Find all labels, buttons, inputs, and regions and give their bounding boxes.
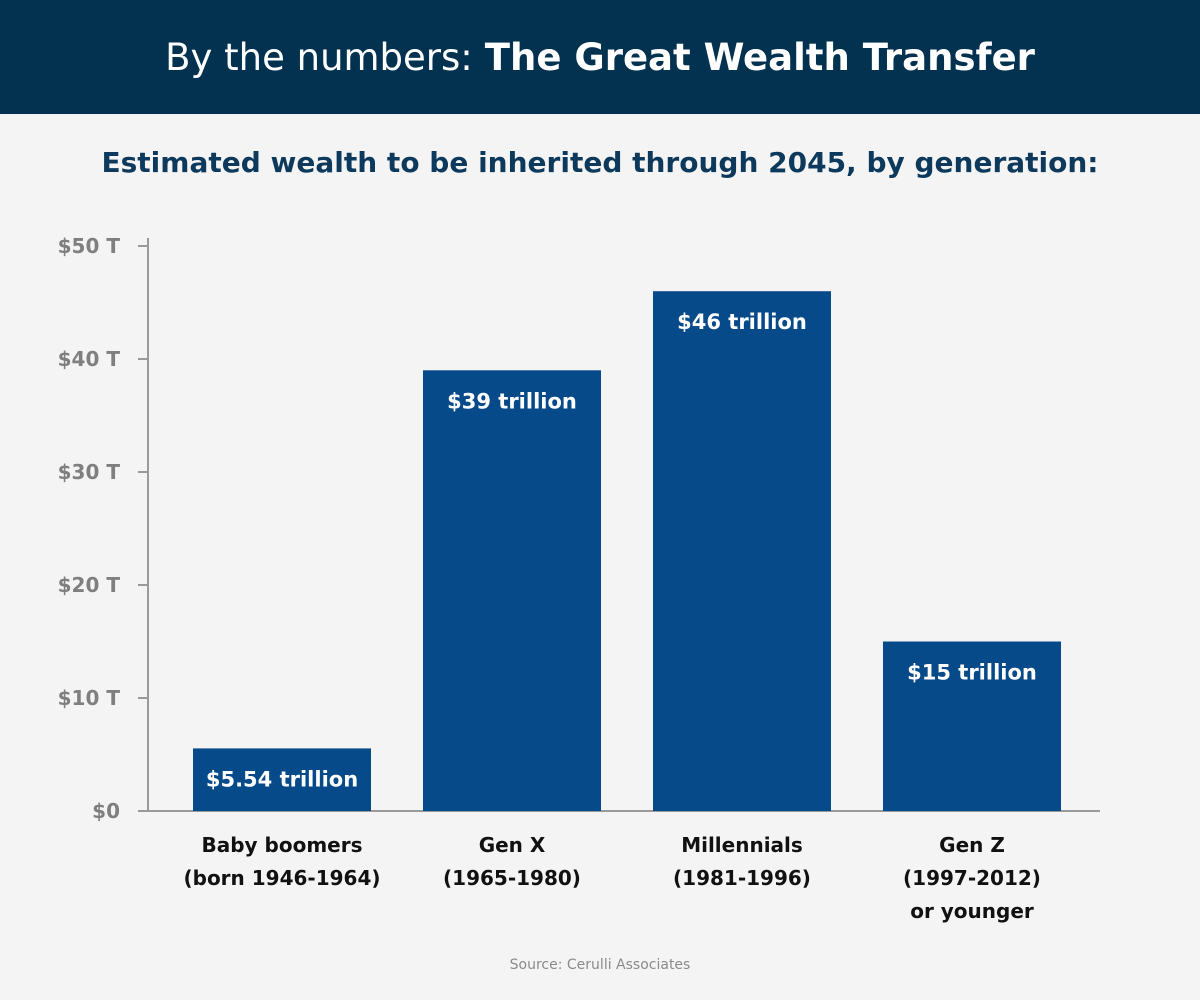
chart-title: Estimated wealth to be inherited through… — [101, 146, 1099, 179]
x-category-label: or younger — [910, 899, 1034, 923]
x-category-label: Baby boomers — [201, 833, 362, 857]
y-tick-label: $30 T — [58, 460, 121, 484]
bar-3 — [653, 291, 831, 811]
bar-value-label: $5.54 trillion — [206, 767, 358, 791]
bar-value-label: $15 trillion — [907, 661, 1037, 685]
x-category-label: Gen Z — [939, 833, 1005, 857]
y-tick-label: $20 T — [58, 573, 121, 597]
header-banner: By the numbers: The Great Wealth Transfe… — [0, 0, 1200, 114]
bar-1 — [193, 748, 371, 811]
y-tick-label: $0 — [92, 799, 120, 823]
x-category-label: (1981-1996) — [673, 866, 811, 890]
bar-value-label: $39 trillion — [447, 389, 577, 413]
x-category-label: Gen X — [479, 833, 546, 857]
bar-4 — [883, 641, 1061, 811]
x-category-label: (born 1946-1964) — [183, 866, 380, 890]
source-note: Source: Cerulli Associates — [509, 957, 691, 973]
bar-value-label: $46 trillion — [677, 310, 807, 334]
header-title-strong: The Great Wealth Transfer — [484, 35, 1035, 79]
y-tick-label: $10 T — [58, 686, 121, 710]
y-tick-label: $50 T — [58, 234, 121, 258]
x-category-label: (1965-1980) — [443, 866, 581, 890]
header-title-prefix: By the numbers: — [165, 35, 473, 79]
y-tick-label: $40 T — [58, 347, 121, 371]
bar-2 — [423, 370, 601, 811]
x-category-label: Millennials — [681, 833, 803, 857]
x-category-label: (1997-2012) — [903, 866, 1041, 890]
